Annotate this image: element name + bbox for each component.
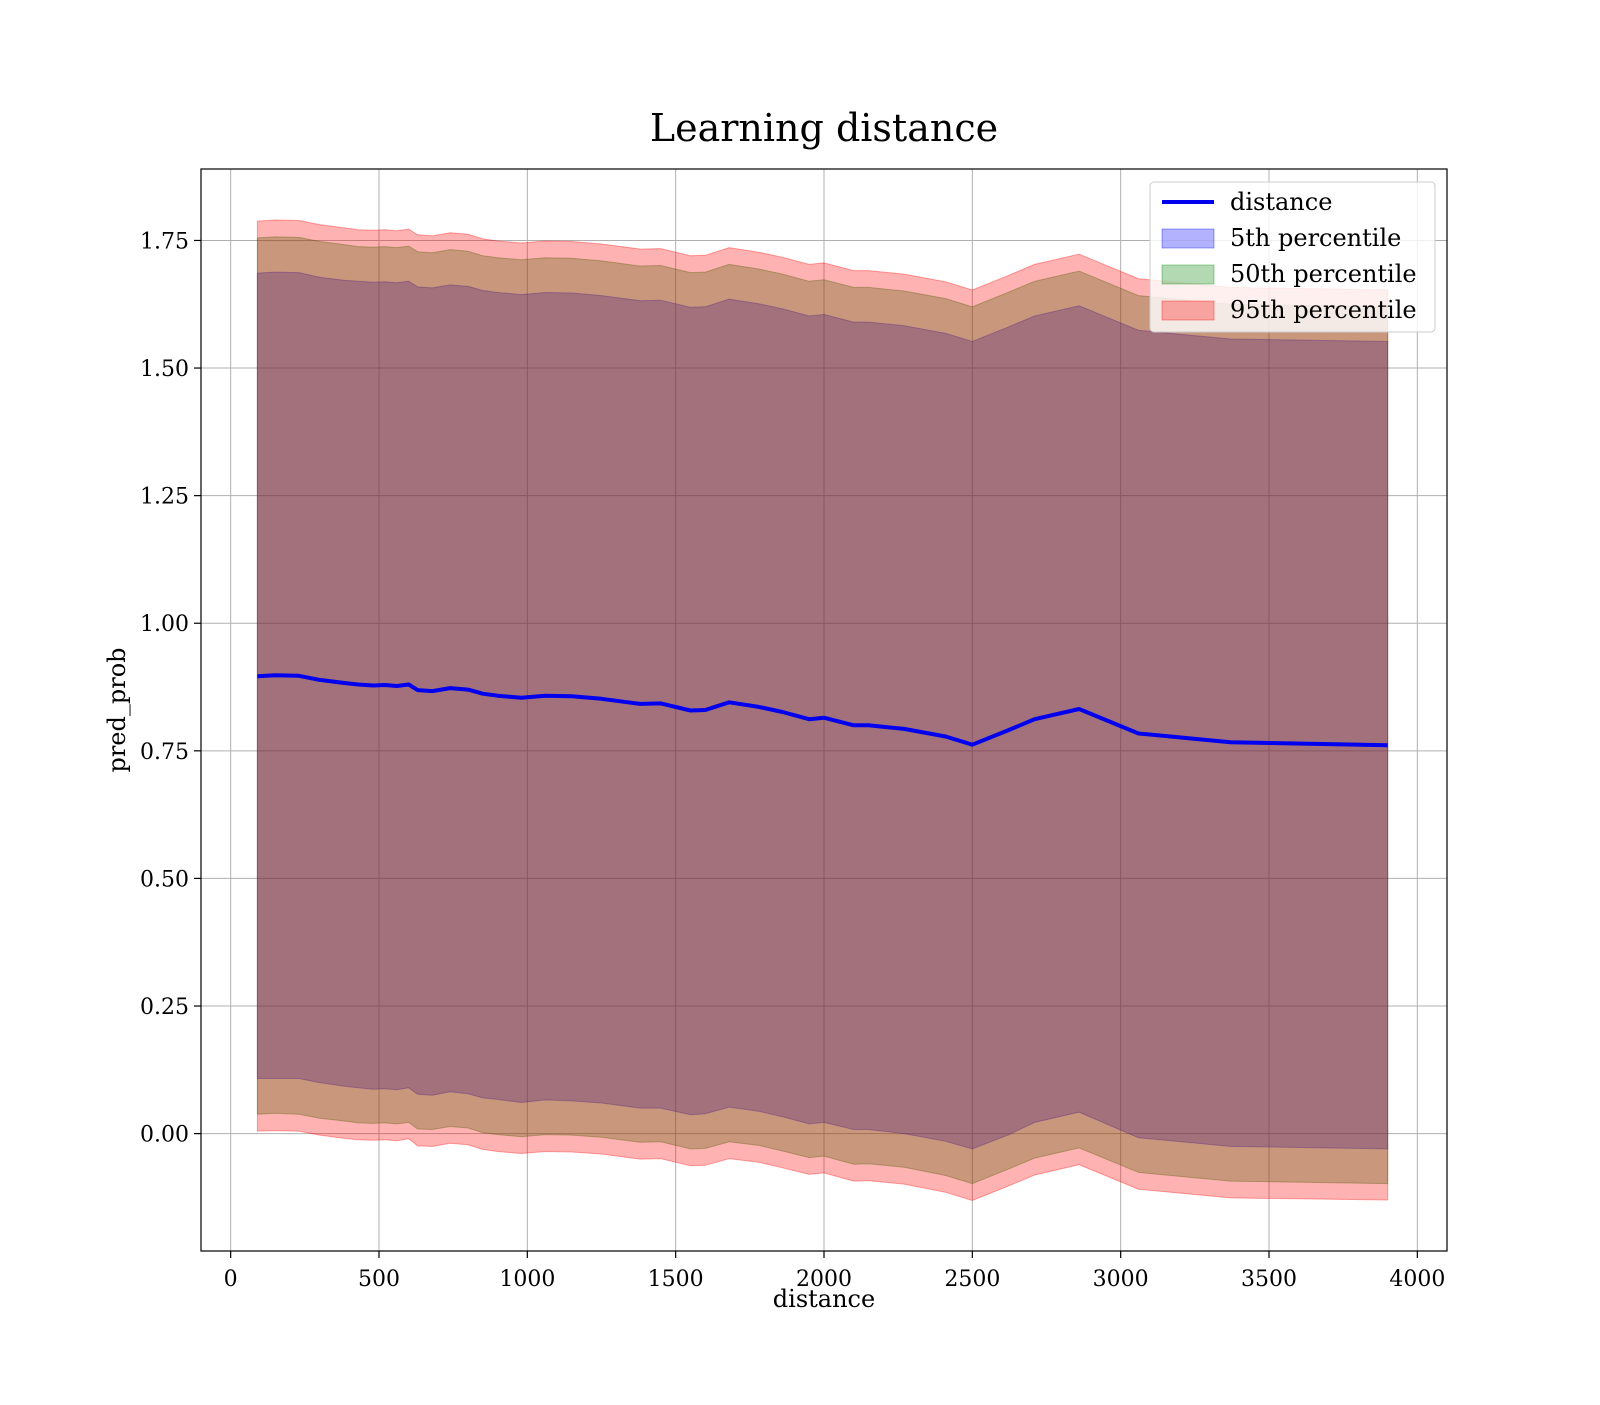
legend-swatch-band (1161, 300, 1215, 321)
y-tick-label: 0.50 (140, 867, 189, 892)
line-layer (257, 673, 1388, 748)
legend-swatch-band (1161, 264, 1215, 285)
band-2 (256, 236, 1389, 1185)
tick-layer: 0 500 1000 1500 2000 2500 3000 3500 4000 0.00 0.25… (140, 229, 1445, 1292)
y-tick-label: 0.00 (140, 1123, 189, 1148)
legend-label: 50th percentile (1230, 260, 1417, 288)
legend-label: 5th percentile (1230, 224, 1401, 252)
x-tick-label: 3500 (1241, 1267, 1297, 1292)
x-tick-label: 3000 (1093, 1267, 1149, 1292)
y-axis-label: pred_prob (103, 647, 131, 772)
chart-title: Learning distance (650, 106, 998, 150)
legend: distance 5th percentile 50th percentile 95t… (1149, 181, 1436, 333)
x-tick-label: 2500 (944, 1267, 1000, 1292)
x-tick-label: 500 (358, 1267, 400, 1292)
y-tick-label: 1.75 (140, 229, 189, 254)
x-tick-label: 4000 (1389, 1267, 1445, 1292)
grid-layer (201, 169, 1447, 1251)
y-tick-label: 0.25 (140, 995, 189, 1020)
band-1 (256, 271, 1389, 1150)
x-tick-label: 2000 (796, 1267, 852, 1292)
legend-label: distance (1230, 188, 1332, 216)
y-tick-label: 1.00 (140, 612, 189, 637)
y-tick-label: 1.50 (140, 357, 189, 382)
band-layer (256, 219, 1389, 1202)
x-tick-label: 1500 (648, 1267, 704, 1292)
band-3 (256, 219, 1389, 1202)
x-tick-label: 0 (224, 1267, 238, 1292)
y-tick-label: 1.25 (140, 485, 189, 510)
legend-frame (1149, 181, 1436, 333)
legend-label: 95th percentile (1230, 296, 1417, 324)
x-axis-label: distance (773, 1285, 875, 1313)
legend-swatch-band (1161, 228, 1215, 249)
x-tick-label: 1000 (499, 1267, 555, 1292)
y-tick-label: 0.75 (140, 740, 189, 765)
series-line-distance (257, 673, 1388, 748)
